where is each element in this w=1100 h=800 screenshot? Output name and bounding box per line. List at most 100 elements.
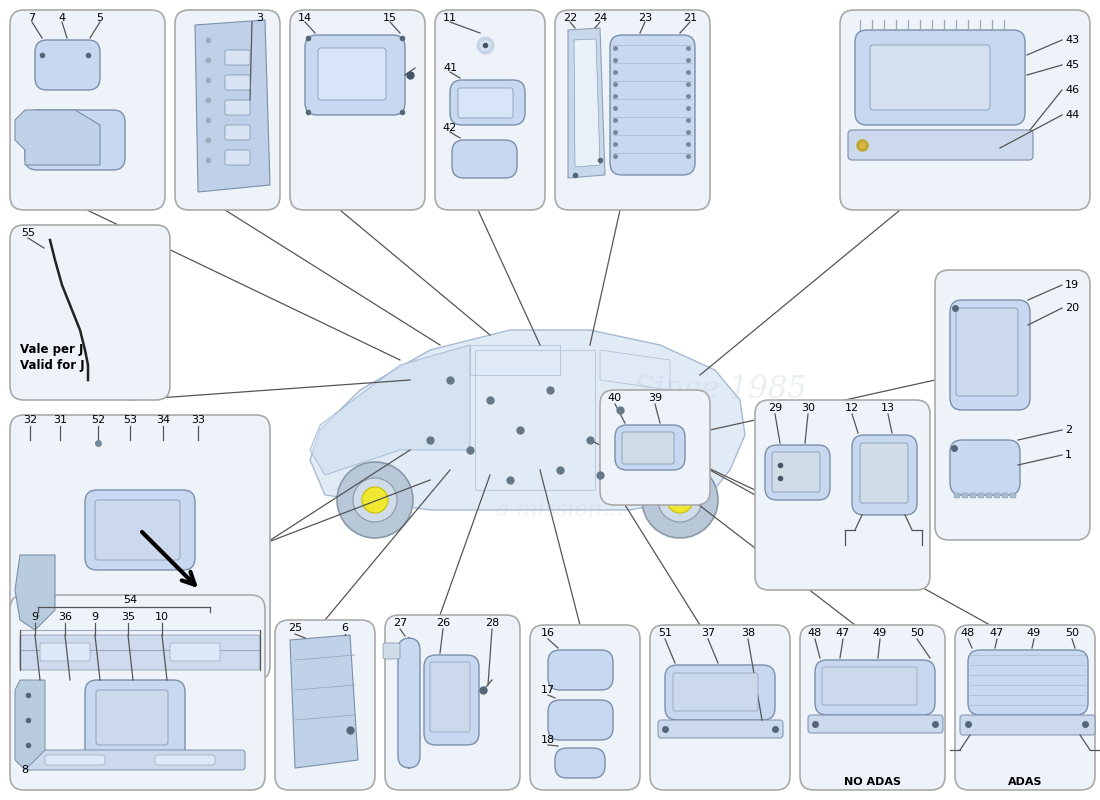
FancyBboxPatch shape (383, 643, 400, 659)
Text: 45: 45 (1065, 60, 1079, 70)
Text: 24: 24 (593, 13, 607, 23)
Text: ADAS: ADAS (1008, 777, 1043, 787)
Text: Vale per J: Vale per J (20, 343, 84, 357)
Text: NO ADAS: NO ADAS (844, 777, 901, 787)
Text: 38: 38 (741, 628, 755, 638)
FancyBboxPatch shape (85, 490, 195, 570)
Text: 6: 6 (341, 623, 349, 633)
Text: 17: 17 (541, 685, 556, 695)
Text: 47: 47 (836, 628, 850, 638)
FancyBboxPatch shape (424, 655, 478, 745)
FancyBboxPatch shape (666, 665, 776, 720)
Polygon shape (310, 345, 470, 475)
Text: 49: 49 (1027, 628, 1041, 638)
Text: 12: 12 (845, 403, 859, 413)
FancyBboxPatch shape (954, 493, 960, 498)
Polygon shape (310, 330, 745, 510)
FancyBboxPatch shape (852, 435, 917, 515)
Polygon shape (15, 555, 55, 630)
FancyBboxPatch shape (955, 625, 1094, 790)
FancyBboxPatch shape (290, 10, 425, 210)
FancyBboxPatch shape (548, 700, 613, 740)
Text: 5: 5 (97, 13, 103, 23)
FancyBboxPatch shape (950, 300, 1030, 410)
FancyBboxPatch shape (175, 10, 280, 210)
Text: 48: 48 (807, 628, 822, 638)
FancyBboxPatch shape (960, 715, 1094, 735)
Text: 15: 15 (383, 13, 397, 23)
FancyBboxPatch shape (398, 638, 420, 768)
FancyBboxPatch shape (226, 75, 250, 90)
FancyBboxPatch shape (840, 10, 1090, 210)
Text: 4: 4 (58, 13, 66, 23)
Text: 29: 29 (768, 403, 782, 413)
FancyBboxPatch shape (860, 443, 908, 503)
FancyBboxPatch shape (772, 452, 820, 492)
FancyBboxPatch shape (458, 88, 513, 118)
Circle shape (642, 462, 718, 538)
FancyBboxPatch shape (305, 35, 405, 115)
FancyBboxPatch shape (621, 432, 674, 464)
Text: 54: 54 (123, 595, 138, 605)
FancyBboxPatch shape (226, 50, 250, 65)
Text: 11: 11 (443, 13, 456, 23)
Text: 46: 46 (1065, 85, 1079, 95)
Text: 50: 50 (1065, 628, 1079, 638)
Text: 35: 35 (121, 612, 135, 622)
FancyBboxPatch shape (318, 48, 386, 100)
Text: 55: 55 (21, 228, 35, 238)
Text: 28: 28 (485, 618, 499, 628)
Text: 7: 7 (29, 13, 35, 23)
Text: 50: 50 (910, 628, 924, 638)
Text: 21: 21 (683, 13, 697, 23)
Text: Since 1985: Since 1985 (634, 374, 806, 406)
Circle shape (362, 487, 388, 513)
FancyBboxPatch shape (986, 493, 992, 498)
Polygon shape (195, 20, 270, 192)
FancyBboxPatch shape (95, 500, 180, 560)
Text: Valid for J: Valid for J (20, 359, 85, 373)
FancyBboxPatch shape (822, 667, 917, 705)
Text: 14: 14 (298, 13, 312, 23)
Text: 33: 33 (191, 415, 205, 425)
FancyBboxPatch shape (556, 748, 605, 778)
FancyBboxPatch shape (994, 493, 1000, 498)
Polygon shape (15, 110, 100, 165)
FancyBboxPatch shape (10, 225, 170, 400)
FancyBboxPatch shape (978, 493, 984, 498)
FancyBboxPatch shape (226, 100, 250, 115)
Text: 13: 13 (881, 403, 895, 413)
FancyBboxPatch shape (226, 150, 250, 165)
FancyBboxPatch shape (226, 125, 250, 140)
FancyBboxPatch shape (452, 140, 517, 178)
Circle shape (353, 478, 397, 522)
Text: 36: 36 (58, 612, 72, 622)
Polygon shape (15, 680, 45, 770)
FancyBboxPatch shape (10, 415, 269, 680)
FancyBboxPatch shape (85, 680, 185, 760)
Polygon shape (600, 350, 670, 390)
Text: 23: 23 (638, 13, 652, 23)
Text: 39: 39 (648, 393, 662, 403)
Text: 43: 43 (1065, 35, 1079, 45)
FancyBboxPatch shape (870, 45, 990, 110)
Text: 41: 41 (443, 63, 458, 73)
Text: 40: 40 (608, 393, 623, 403)
Text: 1: 1 (1065, 450, 1072, 460)
FancyBboxPatch shape (615, 425, 685, 470)
FancyBboxPatch shape (764, 445, 830, 500)
FancyBboxPatch shape (385, 615, 520, 790)
FancyBboxPatch shape (650, 625, 790, 790)
Text: 16: 16 (541, 628, 556, 638)
FancyBboxPatch shape (434, 10, 544, 210)
FancyBboxPatch shape (962, 493, 968, 498)
FancyBboxPatch shape (673, 673, 758, 711)
FancyBboxPatch shape (45, 755, 104, 765)
FancyBboxPatch shape (10, 595, 265, 790)
Circle shape (337, 462, 412, 538)
Text: 30: 30 (801, 403, 815, 413)
FancyBboxPatch shape (968, 650, 1088, 715)
Text: 27: 27 (393, 618, 407, 628)
Circle shape (667, 487, 693, 513)
Text: 22: 22 (563, 13, 578, 23)
